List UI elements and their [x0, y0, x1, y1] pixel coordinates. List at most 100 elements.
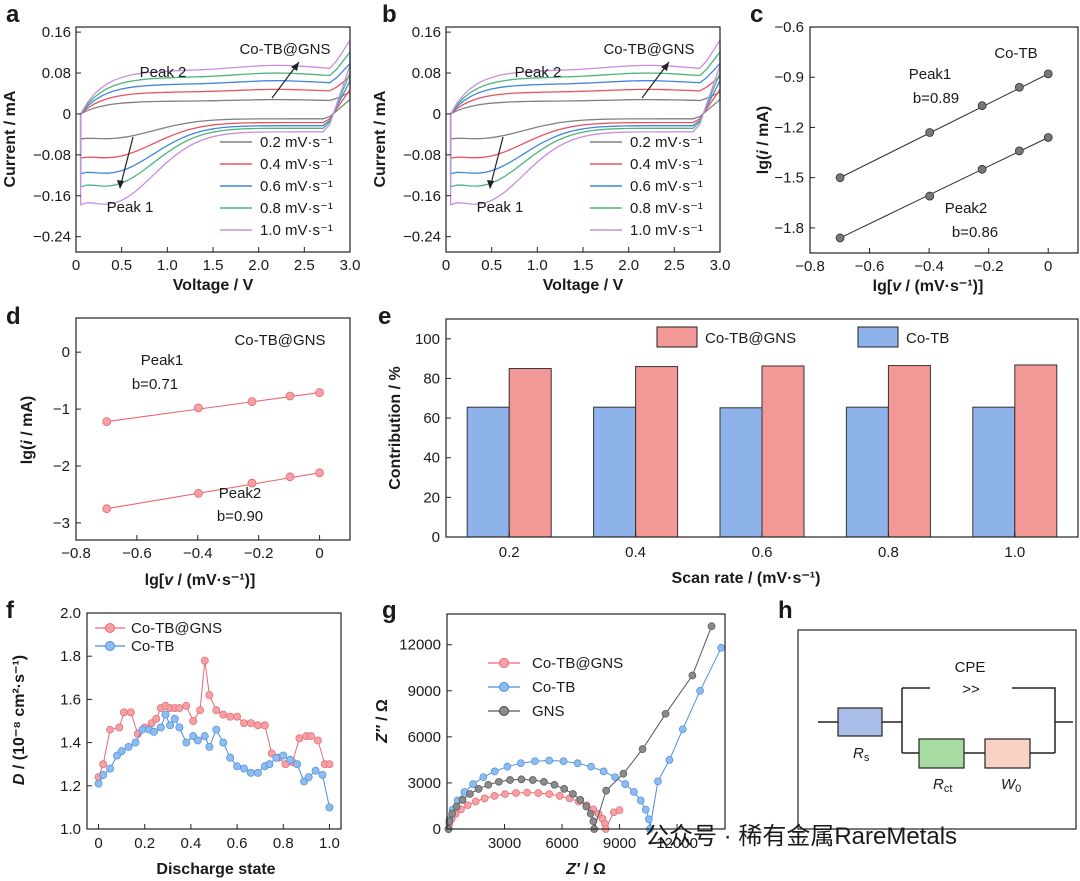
x-tick-label: −0.2	[244, 545, 274, 562]
y-tick-label: 0.08	[42, 65, 71, 82]
data-point	[644, 815, 653, 824]
data-point	[619, 769, 628, 778]
y-tick-label: 80	[423, 370, 440, 387]
y-axis-label-c: lg(i / mA)	[755, 106, 772, 174]
data-point	[977, 164, 987, 174]
x-tick-label: 12000	[656, 835, 698, 852]
data-point	[696, 686, 704, 695]
x-axis-label-a: Voltage / V	[173, 277, 254, 294]
data-point	[126, 708, 135, 717]
data-point	[131, 738, 140, 747]
cpe-label: CPE	[955, 659, 986, 676]
peak2-fit-d: b=0.90	[217, 508, 263, 525]
legend-label-co-tb-gns-g: Co-TB@GNS	[532, 655, 623, 672]
arrow-head-up-b	[661, 62, 669, 71]
arrow-head-up-a	[291, 62, 299, 71]
data-point	[641, 805, 650, 814]
data-point	[977, 101, 987, 111]
x-tick-label: 1.5	[203, 257, 224, 274]
x-tick-label: 0	[315, 545, 323, 562]
y-tick-label: −0.9	[774, 69, 804, 86]
peak2-fit-c: b=0.86	[952, 224, 998, 241]
resistor-rct	[918, 738, 965, 769]
x-tick-label: 2.5	[664, 257, 685, 274]
x-tick-label: 0.8	[878, 544, 899, 561]
data-point	[452, 802, 461, 811]
data-point	[707, 622, 716, 631]
rs-label: Rs	[853, 745, 870, 764]
x-tick-label: 0.2	[499, 544, 520, 561]
x-tick-label: 1.0	[1004, 544, 1025, 561]
bar	[761, 365, 805, 538]
y-tick-label: 3000	[408, 775, 441, 792]
data-point	[569, 790, 577, 798]
legend-label: 0.6 mV·s⁻¹	[630, 178, 703, 195]
data-point	[490, 767, 499, 776]
x-tick-label: 2.5	[294, 257, 315, 274]
data-point	[325, 803, 334, 812]
data-point	[99, 760, 108, 769]
data-point	[665, 756, 674, 764]
data-point	[285, 472, 295, 482]
data-point	[545, 756, 554, 765]
data-point	[495, 777, 503, 786]
y-tick-label: 9000	[408, 683, 441, 700]
legend-label-co-tb-e: Co-TB	[906, 330, 949, 347]
data-point	[1043, 69, 1053, 79]
data-point	[212, 706, 221, 715]
y-tick-label: 100	[415, 331, 440, 348]
y-tick-label: 6000	[408, 729, 441, 746]
x-tick-label: 1.5	[573, 257, 594, 274]
data-point	[445, 817, 454, 826]
data-point	[156, 723, 165, 732]
x-tick-label: 0.5	[481, 257, 502, 274]
x-tick-label: 2.0	[248, 257, 269, 274]
data-point	[205, 742, 214, 751]
data-point	[200, 656, 209, 665]
x-tick-label: −0.4	[914, 258, 944, 275]
y-tick-label: −1.8	[774, 220, 804, 237]
data-point	[193, 488, 203, 498]
data-point	[678, 725, 687, 734]
data-point	[102, 504, 112, 514]
panel-label-e: e	[378, 303, 391, 330]
panel-d: d −0.8 −0.6 −0.4 −0.2 0 0 −1 −2 −3 lg[v / (mV·s⁻…	[6, 303, 351, 589]
x-tick-label: −0.2	[974, 258, 1004, 275]
peak1-fit-d: b=0.71	[132, 376, 178, 393]
data-point	[512, 789, 520, 797]
data-point	[630, 788, 638, 796]
x-tick-label: 0.8	[273, 835, 294, 852]
data-point	[119, 708, 128, 717]
arrow-head-down-b	[487, 180, 494, 189]
fit-line	[839, 73, 1049, 179]
data-point	[233, 762, 242, 771]
data-point	[94, 779, 103, 788]
x-tick-label: 3.0	[340, 257, 361, 274]
bar	[508, 368, 552, 538]
cpe-symbol: >>	[962, 681, 980, 698]
plot-frame-g	[446, 613, 726, 830]
y-axis-label-f: D / (10⁻⁸ cm²·s⁻¹)	[11, 655, 28, 785]
data-point	[166, 721, 175, 730]
legend-label: 0.2 mV·s⁻¹	[260, 134, 333, 151]
data-point	[247, 478, 257, 488]
y-axis-label-b: Current / mA	[372, 90, 389, 187]
x-tick-label: 0.4	[180, 835, 201, 852]
x-tick-label: 3.0	[710, 257, 731, 274]
y-tick-label: 12000	[399, 637, 441, 654]
annotation-peak1-b: Peak 1	[477, 199, 524, 216]
data-point	[484, 780, 493, 789]
x-tick-label: 1.0	[319, 835, 340, 852]
annotation-peak2-a: Peak 2	[140, 64, 187, 81]
y-tick-label: 0	[433, 106, 441, 123]
bar	[593, 406, 637, 538]
data-point	[503, 762, 512, 771]
data-point	[253, 721, 262, 730]
y-tick-label: 2.0	[60, 605, 81, 622]
x-tick-label: 9000	[603, 835, 636, 852]
data-point	[106, 725, 115, 734]
bar	[466, 406, 510, 538]
panel-label-g: g	[382, 597, 397, 624]
y-axis-label-e: Contribution / %	[387, 366, 404, 490]
x-tick-label: 0	[72, 257, 80, 274]
